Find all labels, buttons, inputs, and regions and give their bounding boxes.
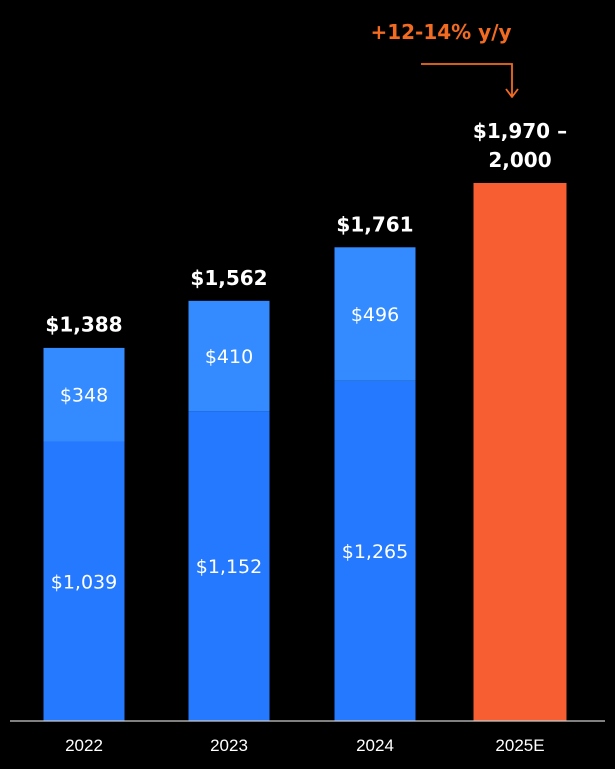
bar-total-label: $1,970 – [473, 119, 567, 143]
bar-segment-2022-0 [43, 441, 125, 721]
bar-total-label: $1,562 [190, 266, 267, 290]
x-tick-label: 2022 [65, 736, 103, 755]
x-tick-label: 2024 [356, 736, 394, 755]
growth-annotation: +12-14% y/y [370, 20, 519, 98]
bar-segment-2024-1 [334, 247, 416, 381]
growth-arrow-head-icon [505, 88, 519, 98]
growth-rate-label: +12-14% y/y [370, 20, 511, 44]
bar-total-label: $1,388 [45, 313, 122, 337]
growth-arrow-line [421, 63, 513, 96]
bars-layer [43, 183, 567, 721]
labels-layer: $1,039 $348 $1,388 2022 $1,152 $410 $1,562 2023… [45, 119, 567, 755]
bar-segment-2025E-2 [473, 183, 567, 721]
bar-segment-2024-0 [334, 380, 416, 721]
segment-value-label: $1,039 [51, 571, 117, 593]
bar-total-label: $1,761 [336, 212, 413, 236]
bar-segment-2023-1 [188, 300, 270, 412]
segment-value-label: $348 [60, 385, 108, 407]
segment-value-label: $1,152 [196, 556, 262, 578]
x-tick-label: 2023 [210, 736, 248, 755]
segment-value-label: $410 [205, 346, 253, 368]
bar-segment-2022-1 [43, 347, 125, 442]
x-tick-label: 2025E [495, 736, 544, 755]
bar-segment-2023-0 [188, 411, 270, 721]
bar-total-label: 2,000 [488, 148, 551, 172]
segment-value-label: $496 [351, 304, 399, 326]
segment-value-label: $1,265 [342, 541, 408, 563]
